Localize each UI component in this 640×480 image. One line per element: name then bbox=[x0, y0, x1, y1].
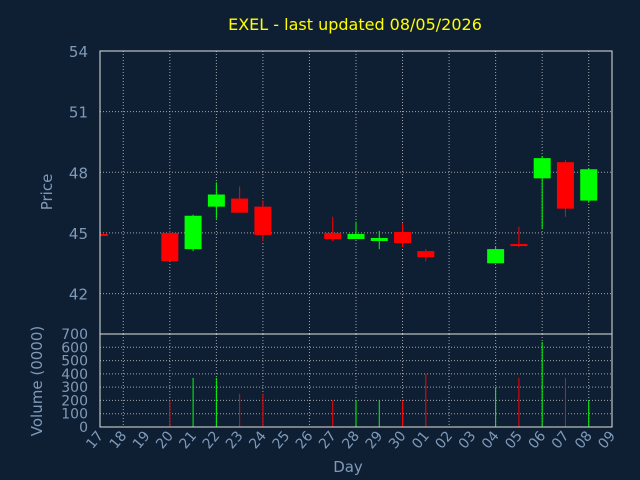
volume-tick-label: 600 bbox=[61, 340, 88, 356]
candle-body bbox=[556, 162, 574, 209]
price-axis-label: Price bbox=[38, 174, 56, 211]
day-tick-label: 03 bbox=[456, 428, 480, 452]
candle-body bbox=[184, 215, 202, 250]
candle-body bbox=[161, 232, 179, 262]
volume-panel-frame bbox=[99, 333, 613, 428]
volume-tick-label: 400 bbox=[61, 367, 88, 383]
candle-body bbox=[510, 244, 528, 247]
marks-layer bbox=[99, 156, 598, 427]
day-tick-label: 21 bbox=[176, 428, 200, 452]
day-tick-label: 05 bbox=[502, 428, 526, 452]
price-tick-label: 42 bbox=[69, 286, 88, 304]
candle-body bbox=[100, 233, 108, 236]
day-tick-label: 02 bbox=[432, 428, 456, 452]
day-tick-label: 28 bbox=[339, 428, 363, 452]
candle-body bbox=[394, 231, 412, 244]
day-tick-label: 30 bbox=[386, 428, 410, 452]
volume-tick-label: 300 bbox=[61, 380, 88, 396]
volume-tick-label: 500 bbox=[61, 354, 88, 370]
volume-axis-label: Volume (0000) bbox=[28, 326, 46, 436]
day-tick-label: 20 bbox=[153, 428, 177, 452]
day-tick-label: 29 bbox=[363, 428, 387, 452]
candle-body bbox=[231, 198, 249, 213]
day-tick-label: 27 bbox=[316, 428, 340, 452]
candle-body bbox=[207, 194, 225, 207]
day-tick-label: 01 bbox=[409, 428, 433, 452]
frame-layer bbox=[99, 50, 613, 428]
volume-tick-label: 200 bbox=[61, 393, 88, 409]
price-tick-label: 45 bbox=[69, 225, 88, 243]
candle-body bbox=[370, 237, 388, 242]
day-tick-label: 04 bbox=[479, 428, 503, 452]
price-tick-label: 54 bbox=[69, 43, 88, 61]
day-tick-label: 07 bbox=[549, 428, 573, 452]
day-tick-label: 09 bbox=[595, 428, 619, 452]
day-tick-label: 08 bbox=[572, 428, 596, 452]
candle-body bbox=[254, 206, 272, 235]
candle-body bbox=[324, 232, 342, 239]
chart-title: EXEL - last updated 08/05/2026 bbox=[228, 15, 482, 34]
day-tick-label: 24 bbox=[246, 428, 270, 452]
candle-body bbox=[347, 233, 365, 239]
candle-body bbox=[580, 169, 598, 201]
day-tick-label: 06 bbox=[526, 428, 550, 452]
day-tick-label: 18 bbox=[107, 428, 131, 452]
day-tick-label: 23 bbox=[223, 428, 247, 452]
volume-tick-label: 700 bbox=[61, 327, 88, 343]
day-tick-label: 26 bbox=[293, 428, 317, 452]
candle-body bbox=[487, 249, 505, 264]
day-tick-label: 19 bbox=[130, 428, 154, 452]
candle-body bbox=[533, 158, 551, 179]
day-tick-label: 25 bbox=[270, 428, 294, 452]
candle-body bbox=[417, 251, 435, 258]
day-axis-label: Day bbox=[333, 458, 363, 476]
volume-tick-label: 0 bbox=[79, 420, 88, 436]
volume-tick-label: 100 bbox=[61, 407, 88, 423]
day-tick-label: 22 bbox=[200, 428, 224, 452]
price-tick-label: 51 bbox=[69, 104, 88, 122]
price-tick-label: 48 bbox=[69, 164, 88, 182]
